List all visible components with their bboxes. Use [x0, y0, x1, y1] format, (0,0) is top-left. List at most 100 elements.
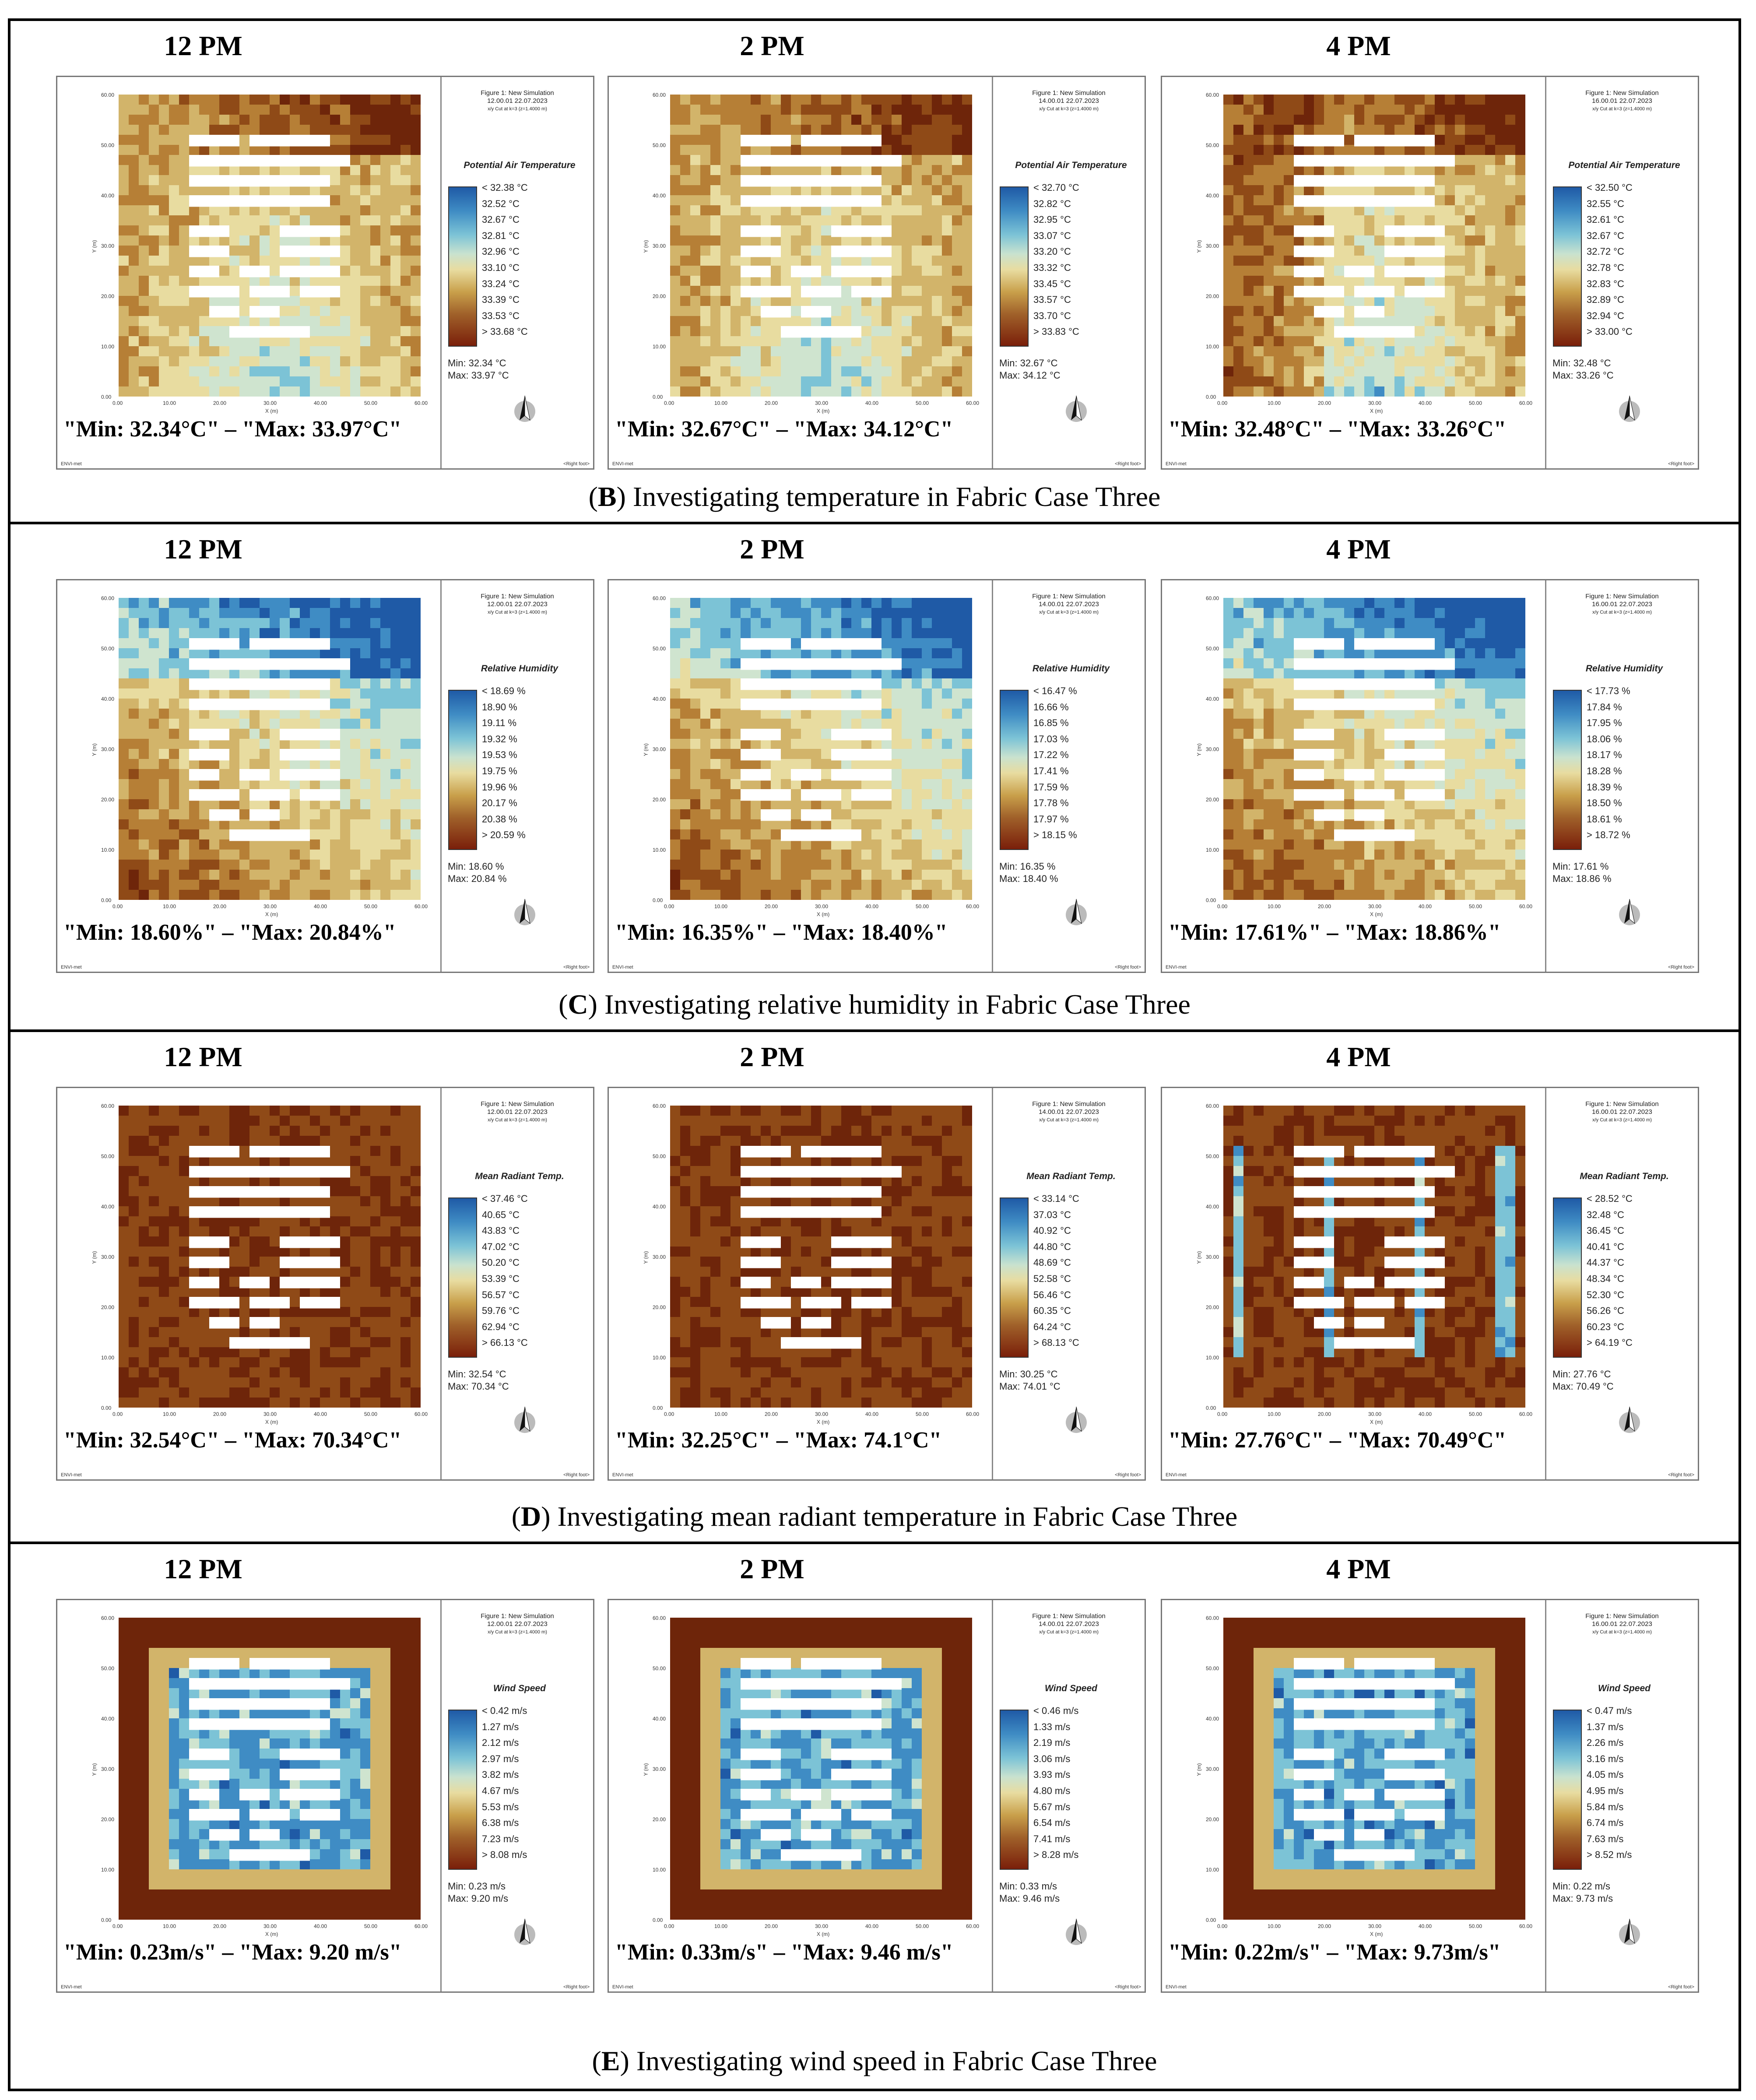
- heat-cell: [390, 356, 401, 367]
- heat-cell: [1435, 366, 1445, 377]
- heat-cell: [330, 880, 341, 890]
- heat-cell: [1374, 276, 1385, 286]
- heat-cell: [1274, 145, 1284, 155]
- heat-cell: [270, 256, 280, 266]
- heat-cell: [1294, 215, 1304, 226]
- heat-cell: [330, 688, 341, 699]
- heat-cell: [882, 356, 892, 367]
- heat-cell: [1394, 115, 1405, 125]
- heat-cell: [952, 890, 962, 900]
- heat-cell: [390, 819, 401, 830]
- heat-cell: [892, 326, 902, 337]
- heat-cell: [730, 759, 741, 769]
- heat-cell: [360, 719, 371, 729]
- heat-cell: [871, 860, 882, 870]
- legend-tick: 32.82 °C: [1033, 198, 1071, 209]
- heat-cell: [400, 195, 411, 206]
- x-tick-label: 30.00: [815, 903, 829, 910]
- heat-cell: [882, 688, 892, 699]
- heat-cell: [680, 286, 691, 296]
- heat-cell: [199, 870, 210, 880]
- heat-cell: [700, 769, 711, 780]
- heat-cell: [1465, 145, 1475, 155]
- heat-cell: [922, 648, 932, 659]
- heat-cell: [851, 306, 862, 316]
- heat-cell: [781, 870, 791, 880]
- heat-cell: [1264, 286, 1274, 296]
- heat-cell: [1223, 628, 1234, 639]
- heat-cell: [400, 678, 411, 689]
- legend-tick: 32.67 °C: [482, 214, 520, 225]
- heat-cell: [400, 850, 411, 860]
- heat-cell: [761, 829, 771, 840]
- heat-cell: [119, 125, 129, 135]
- summary-min: "Min: 18.60%": [63, 920, 217, 945]
- heat-cell: [320, 880, 330, 890]
- heat-cell: [1455, 135, 1465, 145]
- heat-cell: [119, 336, 129, 347]
- heat-cell: [219, 205, 230, 216]
- heat-cell: [680, 376, 691, 387]
- heat-cell: [1334, 165, 1345, 176]
- heat-cell: [1435, 326, 1445, 337]
- heat-cell: [360, 326, 371, 337]
- heat-cell: [741, 608, 751, 618]
- heat-cell: [340, 850, 351, 860]
- heat-cell: [1465, 326, 1475, 337]
- heat-cell: [710, 155, 721, 165]
- heat-cell: [1223, 336, 1234, 347]
- legend-tick: 33.53 °C: [482, 310, 520, 321]
- heat-cell: [821, 125, 832, 135]
- heat-cell: [260, 819, 270, 830]
- x-axis-label: X (m): [817, 408, 830, 414]
- summary-dash: –: [1324, 417, 1347, 442]
- heat-cell: [400, 809, 411, 820]
- heat-cell: [952, 729, 962, 739]
- heat-cell: [290, 759, 300, 769]
- heat-cell: [219, 145, 230, 155]
- heat-cell: [239, 286, 250, 296]
- legend-tick: 33.10 °C: [482, 262, 520, 273]
- x-tick-label: 60.00: [414, 400, 428, 406]
- heat-cell: [1223, 195, 1234, 206]
- heat-cell: [710, 276, 721, 286]
- heat-cell: [280, 235, 290, 246]
- heat-cell: [1405, 336, 1415, 347]
- heat-cell: [119, 95, 129, 105]
- heat-cell: [801, 235, 811, 246]
- heat-cell: [179, 880, 190, 890]
- heat-cell: [680, 819, 691, 830]
- heat-cell: [801, 739, 811, 749]
- heat-cell: [169, 890, 179, 900]
- heat-cell: [1364, 235, 1375, 246]
- heat-cell: [320, 205, 330, 216]
- heat-cell: [751, 125, 761, 135]
- heat-cell: [400, 376, 411, 387]
- heat-cell: [1254, 346, 1264, 357]
- heat-cell: [380, 225, 391, 236]
- heat-cell: [1475, 316, 1486, 327]
- heat-cell: [1425, 205, 1435, 216]
- heat-cell: [1475, 175, 1486, 186]
- heat-cell: [700, 185, 711, 196]
- heat-cell: [1243, 306, 1254, 316]
- heat-cell: [1254, 276, 1264, 286]
- heat-cell: [771, 145, 781, 155]
- heat-cell: [1233, 155, 1244, 165]
- heat-cell: [962, 256, 972, 266]
- heat-cell: [270, 95, 280, 105]
- heat-cell: [229, 356, 240, 367]
- legend-tick: 32.72 °C: [1587, 246, 1624, 257]
- heat-cell: [680, 860, 691, 870]
- heat-cell: [290, 336, 300, 347]
- heat-cell: [680, 668, 691, 679]
- legend-tick: 32.52 °C: [482, 198, 520, 209]
- heat-cell: [229, 296, 240, 306]
- heat-cell: [129, 376, 139, 387]
- heat-cell: [962, 366, 972, 377]
- heat-cell: [229, 376, 240, 387]
- heat-cell: [912, 688, 922, 699]
- heat-cell: [932, 749, 942, 759]
- heat-cell: [209, 145, 220, 155]
- heat-cell: [952, 296, 962, 306]
